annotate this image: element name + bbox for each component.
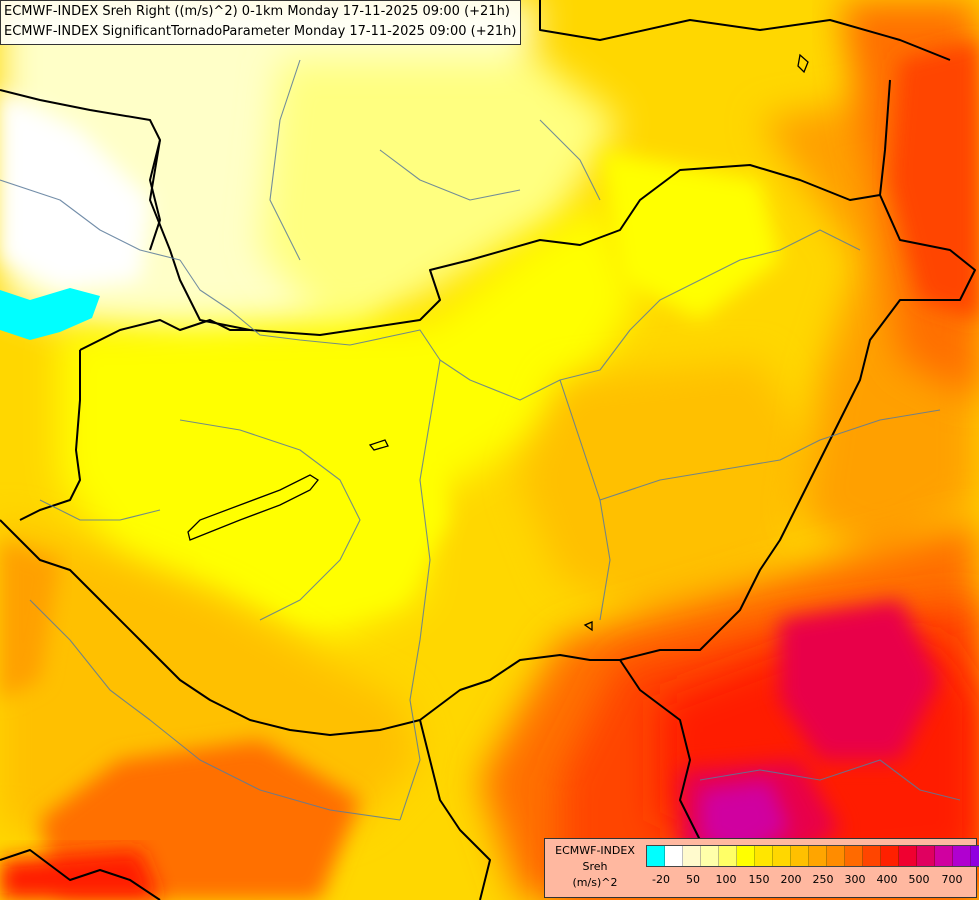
legend-swatch	[737, 846, 755, 866]
sreh-field-region	[520, 360, 820, 620]
country-border	[0, 89, 976, 736]
legend-swatch	[827, 846, 845, 866]
legend-model: ECMWF-INDEX	[555, 844, 635, 857]
lake-outline	[797, 53, 809, 74]
sreh-field-region	[600, 150, 780, 320]
legend-swatch	[971, 846, 979, 866]
legend-tick-label: 300	[844, 873, 866, 886]
map-title-box: ECMWF-INDEX Sreh Right ((m/s)^2) 0-1km M…	[0, 0, 522, 45]
sreh-field-region	[260, 60, 620, 330]
river	[879, 759, 961, 801]
title-line-stp: ECMWF-INDEX SignificantTornadoParameter …	[4, 24, 517, 39]
rivers-layer	[0, 59, 961, 821]
country-border	[0, 519, 21, 541]
legend-swatch	[665, 846, 683, 866]
legend-tick-label: 500	[908, 873, 930, 886]
legend-swatch	[863, 846, 881, 866]
lake-outline	[368, 439, 389, 451]
sreh-field-region	[780, 600, 940, 760]
legend-title: ECMWF-INDEX Sreh (m/s)^2	[547, 843, 643, 891]
river	[439, 229, 861, 401]
legend-tick-label: 250	[812, 873, 834, 886]
country-border	[619, 659, 701, 841]
legend-swatch	[773, 846, 791, 866]
country-border	[419, 719, 491, 900]
sreh-field-region	[0, 850, 160, 900]
country-border	[0, 849, 161, 900]
legend-swatch	[755, 846, 773, 866]
lake-outline	[187, 474, 319, 541]
river	[0, 179, 181, 261]
legend-swatch	[917, 846, 935, 866]
legend-tick-label: 700	[941, 873, 963, 886]
legend-swatch	[719, 846, 737, 866]
river	[179, 419, 361, 621]
legend-swatch	[953, 846, 971, 866]
legend-swatch	[935, 846, 953, 866]
legend-tick-label: 150	[748, 873, 770, 886]
river	[39, 499, 161, 521]
legend-tick-label: 200	[780, 873, 802, 886]
river	[29, 599, 401, 821]
river	[379, 149, 521, 201]
river	[269, 59, 301, 261]
legend-variable: Sreh	[582, 860, 608, 873]
sreh-field-region	[0, 90, 150, 290]
legend-swatch	[809, 846, 827, 866]
legend-swatch	[845, 846, 863, 866]
river	[699, 759, 881, 781]
river	[539, 119, 601, 201]
legend-swatch	[683, 846, 701, 866]
legend-color-bar	[646, 845, 979, 867]
legend-swatch	[791, 846, 809, 866]
title-line-sreh: ECMWF-INDEX Sreh Right ((m/s)^2) 0-1km M…	[4, 4, 510, 19]
legend-swatch	[899, 846, 917, 866]
sreh-field-region	[180, 380, 450, 620]
country-border	[539, 0, 951, 61]
country-border	[19, 350, 81, 521]
legend-swatch	[647, 846, 665, 866]
legend-swatch	[701, 846, 719, 866]
legend-tick-labels: -20 50 100 150 200 250 300 400 500 700	[646, 873, 976, 889]
color-legend: ECMWF-INDEX Sreh (m/s)^2 -20 50 100 150 200 2…	[544, 838, 979, 898]
legend-tick-label: -20	[652, 873, 670, 886]
legend-tick-label: 100	[715, 873, 737, 886]
legend-tick-label: 50	[686, 873, 700, 886]
sreh-field-region	[890, 40, 979, 320]
legend-tick-label: 400	[876, 873, 898, 886]
legend-unit: (m/s)^2	[572, 876, 618, 889]
sreh-field-region	[0, 288, 100, 340]
country-border	[879, 79, 891, 196]
country-border	[79, 319, 250, 351]
legend-swatch	[881, 846, 899, 866]
sreh-field-region	[0, 540, 60, 700]
river	[599, 409, 941, 501]
country-border	[149, 139, 161, 251]
lake-outline	[583, 621, 593, 632]
